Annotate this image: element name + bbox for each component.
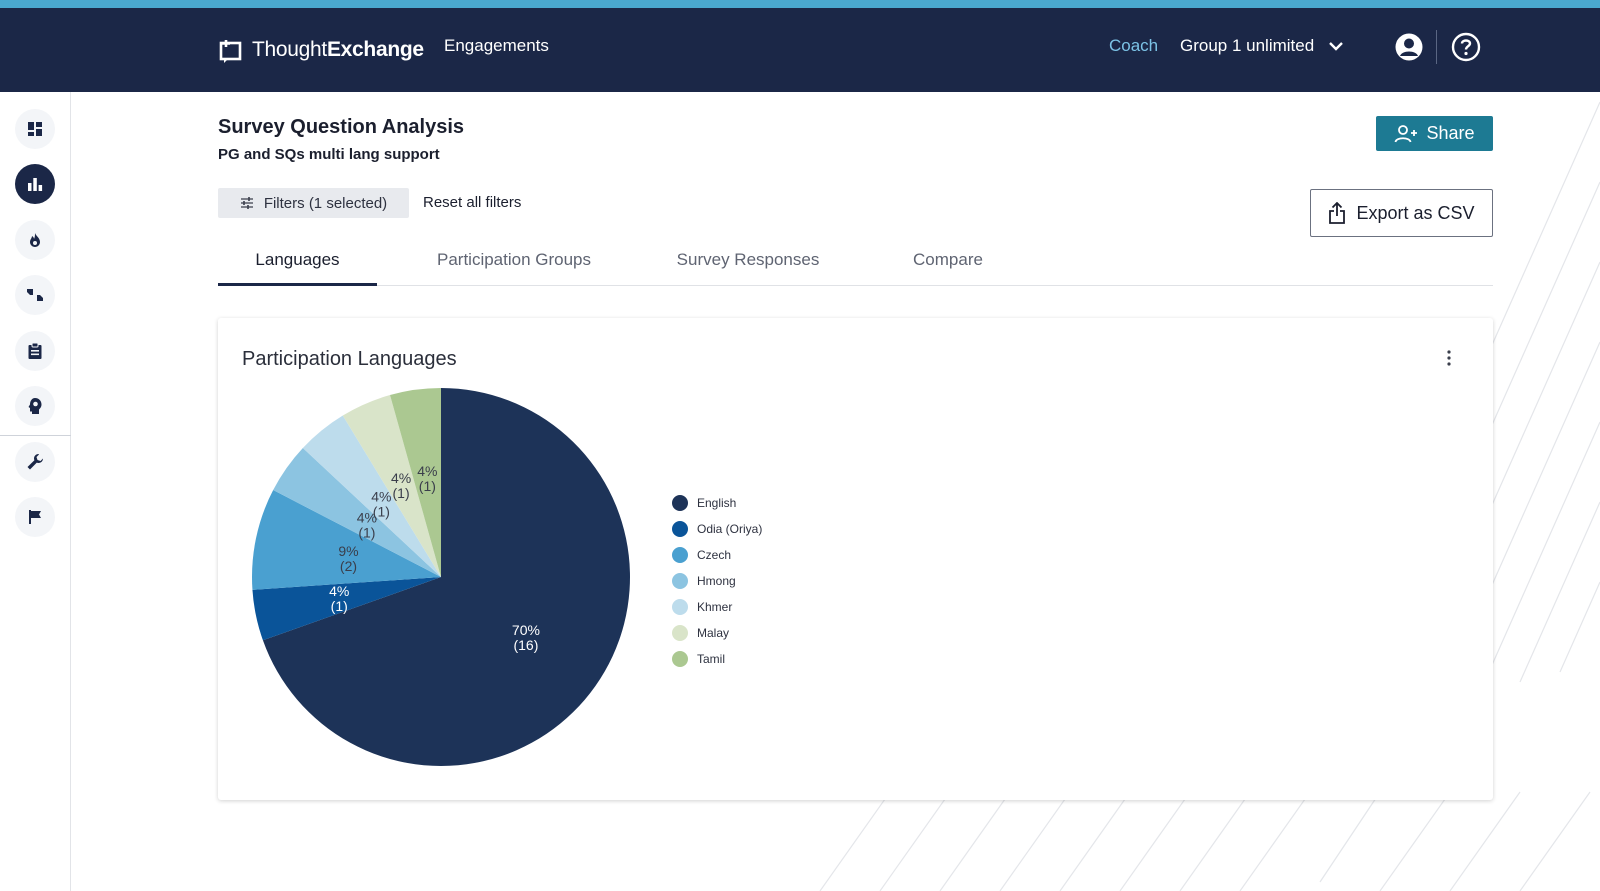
fire-icon [30, 233, 40, 247]
legend-swatch [672, 547, 688, 563]
slice-percent-label: 4% [329, 583, 349, 599]
group-selector[interactable]: Group 1 unlimited [1180, 36, 1344, 56]
legend-swatch [672, 625, 688, 641]
slice-count-label: (1) [331, 598, 348, 614]
logo-icon [219, 40, 242, 63]
more-options-icon[interactable] [1443, 348, 1455, 368]
dashboard-icon [28, 122, 42, 136]
sidebar-item-reports[interactable] [15, 497, 55, 537]
legend-item[interactable]: Malay [672, 620, 762, 646]
page-title: Survey Question Analysis [218, 116, 465, 138]
export-csv-label: Export as CSV [1356, 202, 1475, 223]
legend-item[interactable]: English [672, 490, 762, 516]
legend-label: Tamil [697, 652, 726, 666]
legend-swatch [672, 651, 688, 667]
pie-slice-odia-oriya[interactable] [252, 577, 441, 641]
logo-text-bold: Exchange [326, 38, 424, 61]
clipboard-icon [28, 342, 42, 359]
legend-item[interactable]: Khmer [672, 594, 762, 620]
legend-swatch [672, 495, 688, 511]
pie-slice-hmong[interactable] [273, 447, 441, 577]
export-icon [1329, 202, 1346, 224]
slice-percent-label: 4% [391, 470, 411, 486]
legend-label: Khmer [697, 600, 733, 614]
sidebar-item-tools[interactable] [15, 442, 55, 482]
legend-item[interactable]: Tamil [672, 646, 762, 672]
thoughtexchange-logo[interactable]: ThoughtExchange [218, 32, 424, 68]
pie-chart: 70%(16)4%(1)9%(2)4%(1)4%(1)4%(1)4%(1) [252, 388, 630, 766]
chart-legend: English Odia (Oriya) Czech Hmong Khmer Malay T… [672, 490, 762, 672]
reset-filters-link[interactable]: Reset all filters [423, 194, 522, 211]
slice-count-label: (2) [340, 558, 357, 574]
legend-label: English [697, 496, 737, 510]
slice-count-label: (1) [419, 478, 436, 494]
nav-engagements[interactable]: Engagements [444, 36, 549, 55]
slice-percent-label: 4% [417, 463, 437, 479]
slice-percent-label: 70% [512, 622, 540, 638]
top-navigation-bar: ThoughtExchange Engagements Coach Group … [0, 8, 1600, 92]
sidebar-divider [0, 435, 71, 436]
group-selector-label: Group 1 unlimited [1180, 36, 1315, 55]
legend-item[interactable]: Odia (Oriya) [672, 516, 762, 542]
sidebar-item-surveys[interactable] [15, 331, 55, 371]
chart-card: Participation Languages 70% (16) 4% (1) 9% (2… [218, 318, 1493, 800]
sidebar-item-ratings[interactable] [15, 275, 55, 315]
legend-label: Odia (Oriya) [697, 522, 763, 536]
sidebar-item-insights[interactable] [15, 386, 55, 426]
header-divider [1436, 30, 1437, 64]
help-icon[interactable] [1451, 32, 1481, 62]
legend-swatch [672, 599, 688, 615]
left-sidebar [0, 92, 71, 891]
filters-button[interactable]: Filters (1 selected) [218, 188, 409, 218]
pie-slice-czech[interactable] [252, 490, 441, 590]
slice-percent-label: 9% [338, 543, 358, 559]
wrench-icon [27, 454, 43, 470]
export-csv-button[interactable]: Export as CSV [1310, 189, 1493, 237]
slice-count-label: (1) [393, 485, 410, 501]
flag-icon [29, 510, 41, 524]
legend-label: Hmong [697, 574, 736, 588]
slice-percent-label: 4% [371, 489, 391, 505]
slice-count-label: (16) [513, 637, 538, 653]
page-subtitle: PG and SQs multi lang support [218, 146, 440, 163]
legend-item[interactable]: Czech [672, 542, 762, 568]
lightbulb-head-icon [28, 398, 42, 414]
legend-label: Malay [697, 626, 730, 640]
pie-slice-english[interactable] [262, 388, 630, 766]
nav-coach[interactable]: Coach [1109, 36, 1159, 55]
pie-slice-malay[interactable] [342, 395, 441, 577]
pie-slice-tamil[interactable] [390, 388, 441, 577]
sidebar-item-trending[interactable] [15, 220, 55, 260]
filters-button-label: Filters (1 selected) [263, 194, 388, 212]
slice-percent-label: 4% [357, 510, 377, 526]
sidebar-item-dashboard[interactable] [15, 109, 55, 149]
chart-title: Participation Languages [242, 348, 457, 370]
legend-swatch [672, 573, 688, 589]
share-button-label: Share [1426, 123, 1475, 143]
slice-count-label: (1) [358, 525, 375, 541]
user-account-icon[interactable] [1394, 32, 1424, 62]
pie-slice-khmer[interactable] [302, 415, 441, 577]
add-user-icon [1395, 124, 1418, 142]
legend-label: Czech [697, 548, 732, 562]
share-button[interactable]: Share [1376, 116, 1493, 151]
tab-survey-responses[interactable]: Survey Responses [676, 250, 820, 269]
logo-text-light: Thought [252, 38, 327, 61]
chevron-down-icon [1329, 42, 1344, 51]
sidebar-item-analysis[interactable] [15, 164, 55, 204]
thumbs-icon [27, 289, 43, 301]
analysis-tabs: Languages Participation Groups Survey Re… [218, 250, 1493, 286]
slice-count-label: (1) [373, 504, 390, 520]
bar-chart-icon [28, 178, 43, 191]
legend-swatch [672, 521, 688, 537]
logo-text: ThoughtExchange [252, 38, 424, 62]
tab-languages[interactable]: Languages [218, 250, 377, 286]
tab-participation-groups[interactable]: Participation Groups [436, 250, 592, 269]
sliders-icon [240, 197, 253, 209]
top-accent-stripe [0, 0, 1600, 8]
legend-item[interactable]: Hmong [672, 568, 762, 594]
tab-compare[interactable]: Compare [913, 250, 983, 269]
